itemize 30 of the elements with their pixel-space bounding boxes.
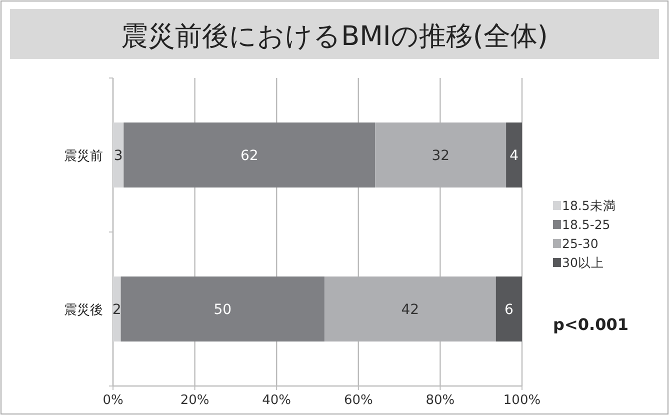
bar [375, 122, 506, 188]
legend-label: 25-30 [562, 236, 598, 251]
legend-label: 18.5-25 [562, 217, 610, 232]
x-tick-label: 80% [426, 393, 455, 408]
x-tick-label: 100% [503, 393, 541, 408]
bar [113, 122, 124, 188]
data-label: 6 [504, 302, 514, 318]
data-label: 50 [214, 302, 232, 318]
y-tick-label: 震災後 [64, 303, 103, 318]
bar [120, 276, 324, 342]
x-tick-label: 60% [344, 393, 373, 408]
text: p<0.001 [553, 315, 628, 334]
data-label: 2 [112, 302, 122, 318]
bar [124, 122, 376, 188]
data-label: 4 [510, 148, 519, 164]
x-tick-label: 20% [180, 393, 210, 408]
legend-label: 30以上 [562, 255, 604, 270]
bar [324, 276, 496, 342]
bar [496, 276, 522, 342]
x-tick-label: 0% [102, 393, 124, 408]
chart-title: 震災前後におけるBMIの推移(全体) [121, 21, 548, 52]
data-label: 3 [114, 148, 123, 164]
legend-label: 18.5未満 [562, 198, 616, 213]
bar [113, 276, 121, 342]
bar [506, 122, 522, 188]
data-label: 32 [432, 148, 450, 164]
data-label: 62 [240, 148, 258, 164]
y-tick-label: 震災前 [64, 149, 103, 164]
data-label: 42 [401, 302, 420, 318]
x-tick-label: 40% [262, 393, 292, 408]
